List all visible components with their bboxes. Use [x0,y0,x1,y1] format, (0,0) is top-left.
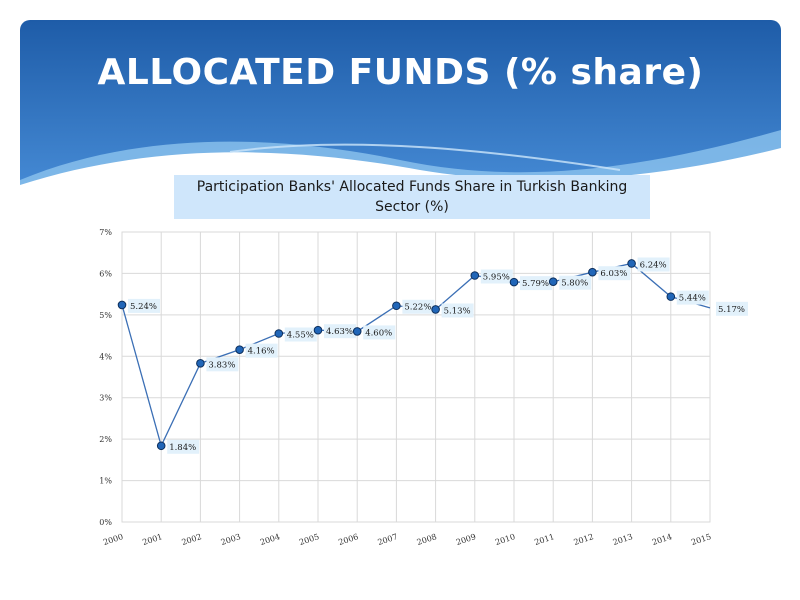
data-label-background [363,325,396,340]
x-tick-label: 2008 [416,532,438,547]
data-point [548,277,558,287]
series-line [121,262,711,448]
data-label: 6.03% [600,269,627,279]
x-tick-label: 2006 [337,532,359,547]
data-point [627,259,636,268]
slide-title: ALLOCATED FUNDS (% share) [97,52,704,93]
x-tick-label: 2009 [455,532,477,547]
data-label: 5.24% [130,302,157,312]
data-label-background [284,327,317,342]
data-label-background [402,299,435,314]
y-tick-label: 2% [99,435,112,444]
data-label-background [598,266,631,281]
y-tick-label: 1% [99,477,112,486]
data-point [588,267,597,277]
data-label-background [128,298,160,313]
x-tick-label: 2005 [298,532,320,547]
x-tick-label: 2002 [181,532,203,547]
y-tick-label: 5% [99,311,112,320]
data-label: 5.95% [483,273,510,283]
data-label: 4.63% [326,327,353,337]
data-point [274,329,284,338]
data-label: 5.44% [679,294,706,304]
data-point [313,325,323,335]
data-label-background [441,303,474,318]
data-point [235,345,244,354]
x-tick-label: 2014 [651,532,673,547]
x-tick-label: 2013 [612,532,634,547]
data-label: 5.13% [444,306,471,316]
data-label-background [676,290,709,305]
y-tick-label: 0% [99,518,112,527]
data-label: 4.16% [248,347,275,357]
x-tick-label: 2015 [690,532,712,547]
y-tick-label: 7% [99,228,112,237]
data-point [666,292,676,301]
x-tick-label: 2007 [377,532,399,547]
data-label: 4.55% [287,331,314,341]
x-tick-label: 2003 [220,532,242,547]
y-tick-label: 3% [99,394,112,403]
x-tick-label: 2011 [533,532,555,547]
data-label: 4.60% [365,328,392,338]
data-label-background [520,276,552,291]
x-tick-label: 2010 [494,532,516,547]
data-label-background [480,269,513,284]
data-label: 5.79% [522,279,549,289]
data-label: 5.22% [404,303,431,313]
data-label: 3.83% [208,360,235,370]
data-point [509,277,519,287]
data-label-background [206,357,239,372]
x-tick-label: 2001 [141,532,163,547]
data-label: 1.84% [169,443,196,453]
y-tick-label: 6% [99,269,112,278]
data-label: 5.80% [561,279,588,289]
x-tick-label: 2012 [573,532,595,547]
chart-title: Participation Banks' Allocated Funds Sha… [174,175,650,219]
data-point [470,271,480,280]
data-label-background [324,324,356,339]
x-tick-label: 2000 [102,532,124,547]
data-point [352,327,362,336]
data-point [117,300,127,310]
data-point [431,305,440,314]
data-label-background [716,301,748,316]
data-point [196,359,205,368]
data-label: 5.17% [718,305,745,315]
x-tick-label: 2004 [259,532,281,547]
data-label-background [245,343,278,358]
data-point [156,441,166,451]
data-label-background [637,257,670,272]
y-tick-label: 4% [99,352,112,361]
data-point [392,301,401,311]
data-label-background [559,275,592,290]
data-label-background [167,439,200,454]
data-label: 6.24% [640,260,667,270]
